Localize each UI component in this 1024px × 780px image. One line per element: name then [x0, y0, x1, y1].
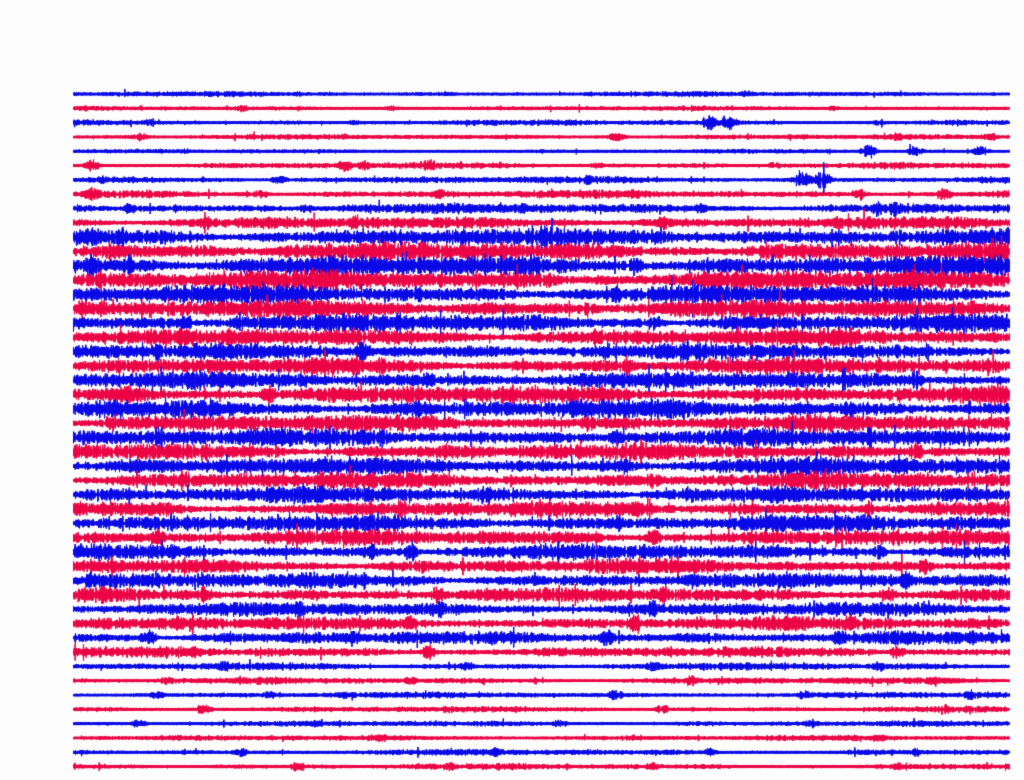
seismogram-traces [0, 0, 1024, 780]
helicorder-plot: HC Tei-Chania Applied filter: WWSSN-SP 2… [0, 0, 1024, 780]
